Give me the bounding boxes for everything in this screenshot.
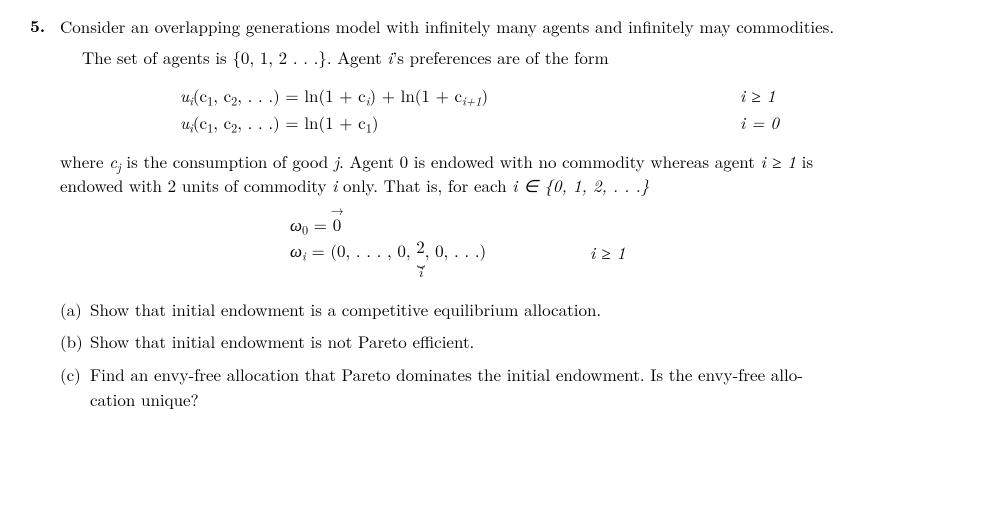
subparts: (a) Show that initial endowment is a com… — [60, 297, 948, 412]
zero-vector: →0 — [333, 212, 342, 237]
u-close-2: ) — [372, 110, 379, 134]
endowment-row-2-cond: i ≥ 1 — [590, 238, 625, 265]
endowment-block: ω0 = →0 ωi = (0, . . . , 0, 2⏟i, 0, . . … — [60, 212, 948, 279]
u-plus: ) + ln(1 + c — [369, 83, 462, 107]
vector-arrow-icon: → — [331, 201, 344, 220]
subpart-c-line1: Find an envy-free allocation that Pareto… — [90, 362, 803, 386]
omega-0-eq: = — [308, 212, 333, 236]
subpart-b-text: Show that initial endowment is not Paret… — [90, 329, 948, 354]
mid-para: where cj is the consumption of good j. A… — [60, 149, 948, 198]
intro-line-2: The set of agents is {0, 1, 2 . . .}. Ag… — [60, 45, 948, 70]
mid-prefix: where — [60, 149, 109, 173]
u-func-2: u — [180, 110, 189, 134]
omega-i: ω — [290, 238, 302, 262]
utility-row-1-cond: i ≥ 1 — [740, 83, 850, 108]
utility-row-1: ui(c1, c2, . . .) = ln(1 + ci) + ln(1 + … — [60, 83, 948, 108]
subpart-a: (a) Show that initial endowment is a com… — [60, 297, 948, 322]
utility-row-2-expr: ui(c1, c2, . . .) = ln(1 + c1) — [60, 110, 740, 135]
c-comma: , c — [213, 83, 231, 107]
subpart-b-label: (b) — [60, 329, 90, 354]
u-dots: , . . .) = ln(1 + c — [237, 83, 365, 107]
intro-suffix: ’s preferences are of the form — [393, 45, 609, 69]
mid-1: is the consumption of good — [121, 149, 334, 173]
utility-block: ui(c1, c2, . . .) = ln(1 + ci) + ln(1 + … — [60, 83, 948, 134]
subpart-c: (c) Find an envy-free allocation that Pa… — [60, 362, 948, 411]
intro-prefix: The set of agents is — [82, 45, 232, 69]
subpart-a-label: (a) — [60, 297, 90, 322]
subpart-c-label: (c) — [60, 362, 90, 411]
omega-i-tail: , 0, . . .) — [425, 238, 486, 262]
underbrace: 2⏟i — [416, 238, 425, 278]
endowment-row-2: ωi = (0, . . . , 0, 2⏟i, 0, . . .) i ≥ 1 — [290, 238, 948, 278]
cj-var: c — [109, 149, 117, 173]
u-dots-2: , . . .) = ln(1 + c — [237, 110, 365, 134]
mid-line2-prefix: endowed with 2 units of commodity — [60, 173, 332, 197]
u-func: u — [180, 83, 189, 107]
utility-row-2-cond: i = 0 — [740, 110, 850, 135]
u-close: ) — [481, 83, 488, 107]
omega-0: ω — [290, 212, 302, 236]
utility-row-2: ui(c1, c2, . . .) = ln(1 + c1) i = 0 — [60, 110, 948, 135]
subpart-c-text: Find an envy-free allocation that Pareto… — [90, 362, 948, 411]
intro-line-1: Consider an overlapping generations mode… — [60, 14, 948, 39]
mid-line2-mid: only. That is, for each — [337, 173, 512, 197]
mid-3: is — [796, 149, 813, 173]
endowment-row-1: ω0 = →0 — [290, 212, 948, 237]
intro-mid: . Agent — [327, 45, 387, 69]
subpart-b: (b) Show that initial endowment is not P… — [60, 329, 948, 354]
c-comma-2: , c — [213, 110, 231, 134]
omega-i-eq: = (0, . . . , 0, — [306, 238, 416, 262]
u-args-open: (c — [193, 83, 207, 107]
problem-number: 5. — [30, 14, 60, 419]
subpart-c-line2: cation unique? — [90, 387, 199, 411]
subpart-a-text: Show that initial endowment is a competi… — [90, 297, 948, 322]
endowment-row-1-expr: ω0 = →0 — [290, 212, 590, 237]
ci1-sub: i+1 — [462, 92, 481, 110]
i-ge-1: i ≥ 1 — [761, 149, 796, 173]
agents-set: {0, 1, 2 . . .} — [232, 45, 326, 69]
utility-row-1-expr: ui(c1, c2, . . .) = ln(1 + ci) + ln(1 + … — [60, 83, 740, 108]
problem-body: Consider an overlapping generations mode… — [60, 14, 948, 419]
mid-2: . Agent 0 is endowed with no commodity w… — [339, 149, 760, 173]
set-membership: i ∈ {0, 1, 2, . . .} — [512, 173, 649, 197]
u-args-open-2: (c — [193, 110, 207, 134]
endowment-row-2-expr: ωi = (0, . . . , 0, 2⏟i, 0, . . .) — [290, 238, 590, 278]
